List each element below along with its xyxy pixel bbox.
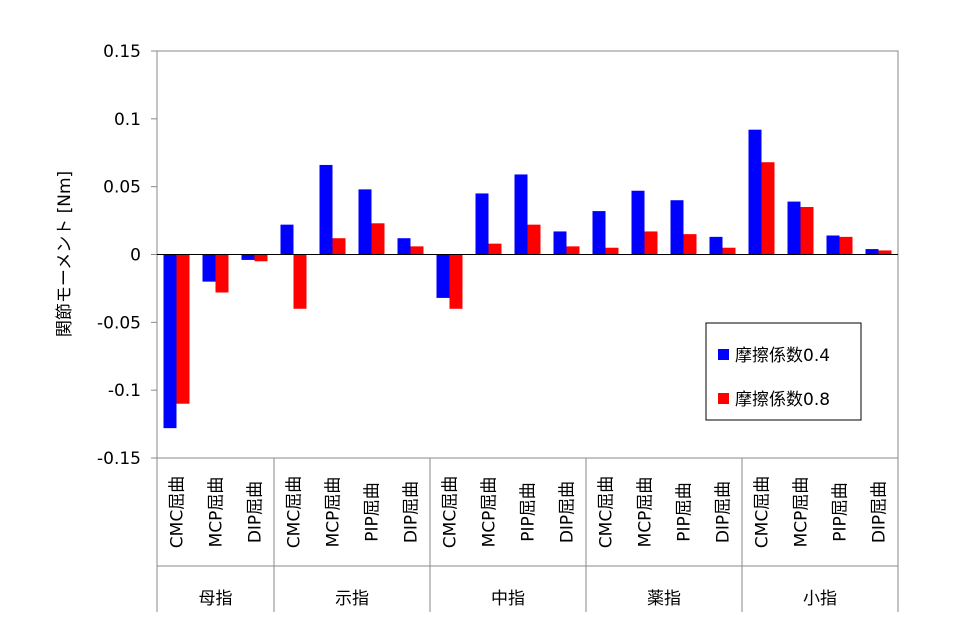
bar-s1-19 (865, 249, 879, 255)
bar-s2-4 (293, 254, 307, 309)
bar-s2-8 (449, 254, 463, 309)
bar-s2-9 (488, 243, 502, 255)
bar-s1-14 (670, 200, 684, 255)
y-tick-label: -0.15 (97, 449, 141, 469)
bar-s2-12 (605, 247, 619, 255)
category-label: CMC屈曲 (753, 476, 773, 548)
category-label: PIP屈曲 (363, 482, 383, 542)
bar-s1-4 (280, 224, 294, 255)
bar-s2-3 (254, 254, 268, 262)
bar-s1-12 (592, 211, 606, 255)
y-tick-label: 0.1 (114, 110, 141, 130)
bar-s1-17 (787, 201, 801, 255)
y-axis-title: 関節モーメント [Nm] (55, 171, 75, 337)
bar-s2-5 (332, 238, 346, 255)
bar-s2-19 (878, 250, 892, 255)
group-label: 中指 (491, 589, 525, 609)
bar-s2-16 (761, 162, 775, 255)
bar-s2-6 (371, 223, 385, 255)
bar-s1-9 (475, 193, 489, 255)
bar-s1-7 (397, 238, 411, 255)
y-tick-label: -0.1 (108, 381, 141, 401)
category-label: CMC屈曲 (441, 476, 461, 548)
y-tick-label: 0.15 (103, 42, 141, 62)
bar-s2-2 (215, 254, 229, 293)
y-axis: 0.15 0.1 0.05 0 -0.05 -0.1 -0.15 (97, 42, 157, 469)
bar-s2-10 (527, 224, 541, 255)
bar-s2-15 (722, 247, 736, 255)
category-label: PIP屈曲 (675, 482, 695, 542)
bar-s1-5 (319, 164, 333, 255)
bar-s2-17 (800, 207, 814, 255)
bar-s1-18 (826, 235, 840, 255)
bar-s2-18 (839, 236, 853, 255)
group-label: 母指 (199, 589, 233, 609)
bar-s1-10 (514, 174, 528, 255)
bar-s1-11 (553, 231, 567, 255)
bar-s1-16 (748, 129, 762, 255)
category-label: DIP屈曲 (246, 481, 266, 543)
y-tick-label: -0.05 (97, 313, 141, 333)
group-label: 示指 (335, 589, 369, 609)
group-label: 小指 (803, 589, 837, 609)
legend-label: 摩擦係数0.4 (735, 346, 830, 366)
bar-s2-1 (176, 254, 190, 404)
bar-s1-6 (358, 189, 372, 255)
category-label: CMC屈曲 (168, 476, 188, 548)
category-label: MCP屈曲 (792, 477, 812, 548)
group-label: 薬指 (647, 589, 681, 609)
category-label: DIP屈曲 (402, 481, 422, 543)
category-label: DIP屈曲 (714, 481, 734, 543)
y-tick-label: 0.05 (103, 178, 141, 198)
bar-s2-13 (644, 231, 658, 255)
legend-label: 摩擦係数0.8 (735, 390, 830, 410)
bar-s1-1 (163, 254, 177, 429)
category-label: MCP屈曲 (324, 477, 344, 548)
legend-swatch (718, 393, 729, 404)
category-label: MCP屈曲 (480, 477, 500, 548)
category-label: CMC屈曲 (597, 476, 617, 548)
bar-s1-2 (202, 254, 216, 282)
category-label: DIP屈曲 (870, 481, 890, 543)
category-label: MCP屈曲 (207, 477, 227, 548)
category-label: PIP屈曲 (519, 482, 539, 542)
legend-swatch (718, 349, 729, 360)
category-label: CMC屈曲 (285, 476, 305, 548)
bar-s1-8 (436, 254, 450, 298)
category-label: MCP屈曲 (636, 477, 656, 548)
legend-box (705, 322, 862, 421)
bar-s2-11 (566, 246, 580, 255)
bar-s1-13 (631, 190, 645, 255)
bar-s2-7 (410, 246, 424, 255)
category-label: PIP屈曲 (831, 482, 851, 542)
legend: 摩擦係数0.4 摩擦係数0.8 (705, 322, 862, 421)
bars-layer (163, 129, 892, 429)
y-tick-label: 0 (130, 246, 141, 266)
bar-s1-15 (709, 236, 723, 255)
bar-s2-14 (683, 234, 697, 255)
bar-s1-3 (241, 254, 255, 260)
category-label: DIP屈曲 (558, 481, 578, 543)
x-axis: CMC屈曲 MCP屈曲 DIP屈曲 CMC屈曲 MCP屈曲 PIP屈曲 DIP屈曲 CMC屈曲… (156, 458, 899, 612)
